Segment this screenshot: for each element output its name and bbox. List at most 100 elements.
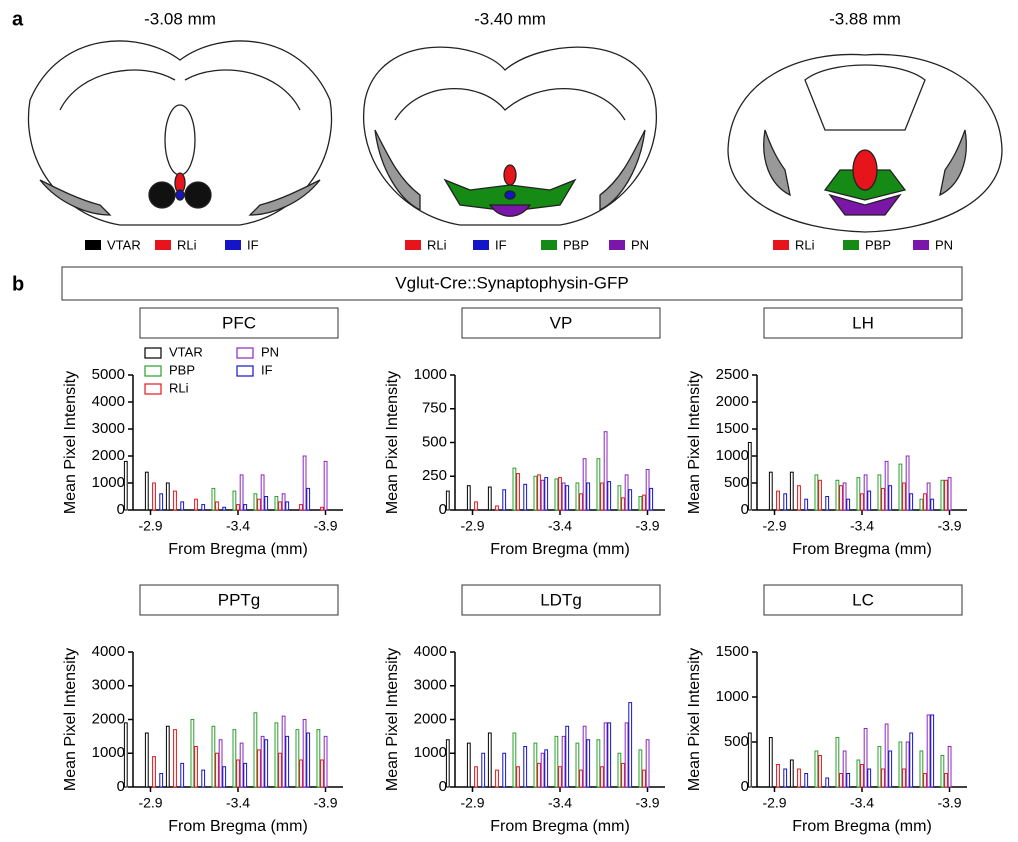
- bar: [537, 474, 541, 511]
- bar: [944, 773, 948, 788]
- x-tick-label: -2.9: [762, 518, 786, 534]
- bar: [839, 773, 843, 788]
- bar: [201, 769, 206, 788]
- chart-title-box: [139, 307, 339, 339]
- y-tick-label: 2000: [716, 393, 749, 410]
- bar: [253, 712, 258, 788]
- bar: [919, 498, 924, 511]
- bar: [218, 739, 223, 788]
- bar: [445, 490, 450, 511]
- x-tick-label: -3.9: [635, 795, 659, 811]
- bar: [902, 768, 906, 788]
- legend-swatch: [843, 240, 859, 250]
- x-axis-label: From Bregma (mm): [490, 818, 630, 835]
- bar: [881, 487, 885, 511]
- legend-label: RLi: [169, 380, 189, 395]
- y-tick-label: 0: [439, 778, 447, 795]
- bar: [236, 759, 240, 788]
- bar: [232, 490, 237, 511]
- x-tick-label: -3.4: [548, 795, 572, 811]
- bar: [260, 474, 265, 511]
- bar: [586, 482, 591, 511]
- bar: [814, 750, 819, 788]
- bar: [264, 739, 269, 788]
- chart-title-box: [139, 584, 339, 616]
- bar: [299, 504, 303, 511]
- bar: [628, 702, 633, 788]
- bar: [487, 732, 492, 788]
- bar: [930, 714, 935, 788]
- y-axis-label: Mean Pixel Intensity: [686, 648, 703, 791]
- bar: [173, 729, 177, 788]
- y-tick-label: 500: [422, 433, 447, 450]
- bar: [923, 773, 927, 788]
- y-axis-label: Mean Pixel Intensity: [384, 371, 401, 514]
- bar: [818, 479, 822, 511]
- bar: [320, 759, 324, 788]
- x-tick-label: -3.9: [313, 518, 337, 534]
- bar: [302, 455, 307, 511]
- y-tick-label: 1500: [716, 643, 749, 660]
- bar: [919, 750, 924, 788]
- panel-label: b: [12, 273, 24, 295]
- bar: [201, 504, 206, 511]
- bar: [617, 752, 622, 788]
- bar: [558, 477, 562, 511]
- bar: [881, 768, 885, 788]
- bar: [215, 501, 219, 511]
- x-axis-label: From Bregma (mm): [490, 541, 630, 558]
- x-tick-label: -2.9: [460, 518, 484, 534]
- bar: [603, 722, 608, 788]
- legend-swatch: [144, 383, 162, 395]
- bar: [565, 485, 570, 511]
- chart-title-box: [763, 307, 963, 339]
- bar: [215, 752, 219, 788]
- bar: [944, 479, 948, 511]
- legend-swatch: [473, 240, 489, 250]
- bar: [621, 762, 625, 788]
- bar: [516, 473, 520, 511]
- bar: [867, 490, 872, 511]
- bar: [253, 493, 258, 511]
- bar: [544, 749, 549, 788]
- bar: [257, 498, 261, 511]
- y-tick-label: 2000: [92, 447, 125, 464]
- bar: [554, 735, 559, 788]
- y-tick-label: 1000: [92, 474, 125, 491]
- bar: [575, 742, 580, 788]
- bar: [540, 752, 545, 788]
- bar: [863, 474, 868, 511]
- bar: [274, 722, 279, 788]
- legend-label: PN: [935, 237, 953, 252]
- y-tick-label: 1000: [414, 366, 447, 383]
- bar: [582, 725, 587, 788]
- bar: [165, 725, 170, 788]
- bar: [860, 493, 864, 511]
- legend-swatch: [913, 240, 929, 250]
- bar: [306, 732, 311, 788]
- chart-title-box: [461, 307, 661, 339]
- legend-label: IF: [261, 362, 273, 377]
- bar: [789, 471, 794, 511]
- bar: [905, 455, 910, 511]
- bar: [579, 493, 583, 511]
- panel-label: a: [12, 8, 24, 30]
- bar: [877, 474, 882, 511]
- bar: [194, 746, 198, 788]
- bar: [839, 485, 843, 511]
- bar: [642, 769, 646, 788]
- x-tick-label: -3.4: [850, 518, 874, 534]
- bar: [533, 742, 538, 788]
- bar: [222, 506, 227, 511]
- x-tick-label: -3.9: [313, 795, 337, 811]
- bar: [926, 714, 931, 788]
- bar: [776, 490, 780, 511]
- legend-label: RLi: [795, 237, 815, 252]
- bar: [243, 504, 248, 511]
- bar: [144, 732, 149, 788]
- bar: [173, 490, 177, 511]
- y-tick-label: 2500: [716, 366, 749, 383]
- bar: [281, 715, 286, 788]
- y-tick-label: 0: [741, 501, 749, 518]
